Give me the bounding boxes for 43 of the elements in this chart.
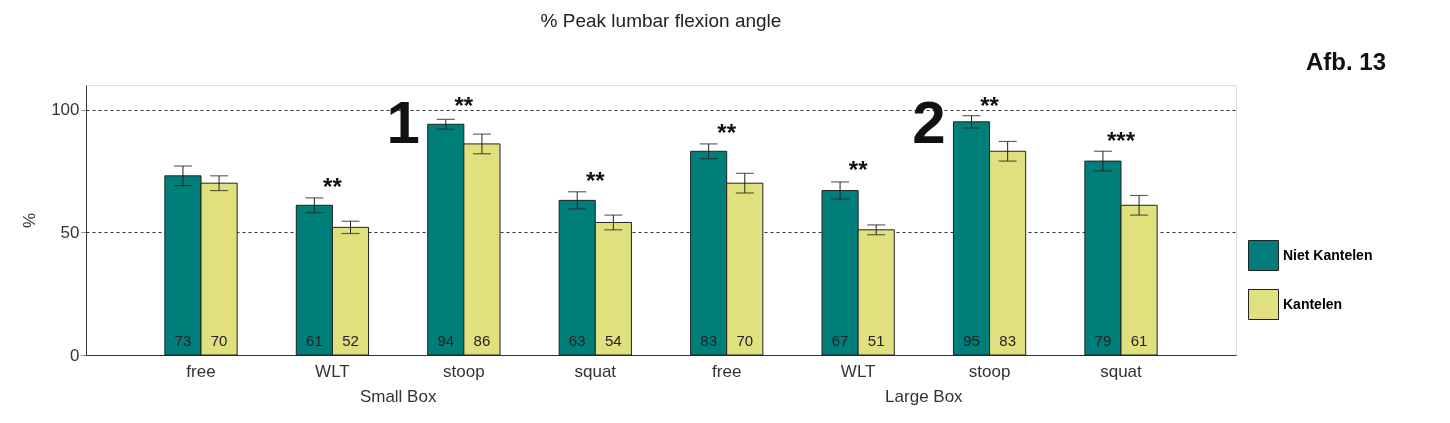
data-label: 95 <box>963 332 980 349</box>
data-label: 52 <box>342 332 359 349</box>
data-label: 94 <box>437 332 455 349</box>
text: Afb. 13 <box>1305 48 1386 75</box>
legend-label: Niet Kantelen <box>1283 246 1373 263</box>
data-label: 73 <box>174 332 192 349</box>
legend-label: Kantelen <box>1283 295 1343 312</box>
data-label: 61 <box>1130 332 1148 349</box>
data-label: 83 <box>700 332 717 349</box>
annotation: ** <box>980 91 1000 119</box>
y-axis-title: % <box>20 212 40 229</box>
data-label: 70 <box>210 332 228 349</box>
x-tick-label: WLT <box>315 361 350 381</box>
data-label: 51 <box>867 332 885 349</box>
text: Large Box <box>885 387 964 406</box>
x-tick-label: free <box>186 361 216 381</box>
data-label: 67 <box>831 332 849 349</box>
data-label: 54 <box>605 332 622 349</box>
data-label: 70 <box>736 332 754 349</box>
annotation: ** <box>848 156 869 184</box>
data-label: 63 <box>568 332 586 349</box>
annotation: 2 <box>912 89 946 156</box>
x-tick-label: stoop <box>968 361 1011 381</box>
y-tick-label: 50 <box>60 222 80 242</box>
data-label: 61 <box>306 332 323 349</box>
data-label: 79 <box>1094 332 1112 349</box>
y-tick-label: 100 <box>51 100 80 120</box>
annotation: ** <box>585 167 606 195</box>
y-tick-label: 0 <box>70 345 80 365</box>
annotation: 1 <box>386 89 420 156</box>
chart-title: % Peak lumbar flexion angle <box>540 10 782 31</box>
data-label: 83 <box>999 332 1016 349</box>
x-tick-label: squat <box>574 361 617 381</box>
annotation: ** <box>717 118 737 146</box>
x-tick-label: free <box>712 361 742 381</box>
text: Small Box <box>359 387 437 406</box>
x-tick-label: squat <box>1100 361 1143 381</box>
annotation: *** <box>1106 126 1136 154</box>
data-label: 86 <box>473 332 491 349</box>
annotation: ** <box>323 172 343 200</box>
annotation: ** <box>454 91 474 119</box>
x-tick-label: stoop <box>443 361 485 381</box>
x-tick-label: WLT <box>840 361 876 381</box>
